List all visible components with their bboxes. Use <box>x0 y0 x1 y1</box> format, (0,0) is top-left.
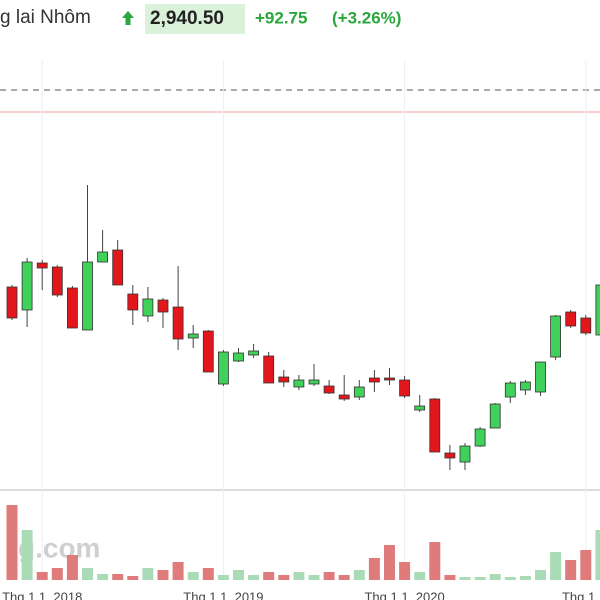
candle-body <box>323 385 335 394</box>
volume-bar <box>217 575 229 580</box>
instrument-name: g lai Nhôm <box>0 7 91 28</box>
marks: Thg 1 1, 2018 Thg 1 1, 2019 Thg 1 1, 2020 T… <box>2 185 600 600</box>
candle-body <box>157 299 169 313</box>
volume-bar <box>474 577 486 580</box>
volume-bar <box>112 574 124 580</box>
volume-bar <box>384 545 395 580</box>
candle-body <box>338 394 350 400</box>
candle-body <box>444 452 456 459</box>
candle-body <box>550 315 561 358</box>
volume-bar <box>459 577 471 580</box>
candle-body <box>414 405 426 411</box>
candle-body <box>202 330 214 373</box>
volume-bar <box>519 576 531 580</box>
volume-bar <box>353 570 365 580</box>
volume-bar <box>565 560 577 580</box>
volume-bar <box>535 570 546 580</box>
candle-body <box>399 379 411 397</box>
volume-bar <box>97 574 109 580</box>
volume-bar <box>368 558 380 580</box>
candle-body <box>21 261 33 311</box>
volume-bar <box>21 530 33 580</box>
candle-body <box>36 262 48 269</box>
volume-bar <box>172 562 184 580</box>
candle-body <box>263 355 275 384</box>
candle-body <box>308 379 320 385</box>
volume-bar <box>595 530 600 580</box>
candle-body <box>384 377 395 381</box>
volume-bar <box>293 572 305 580</box>
price-box <box>145 4 245 34</box>
candle-body <box>6 286 18 319</box>
volume-bar <box>429 542 441 580</box>
candle-body <box>489 403 501 429</box>
volume-bar <box>338 575 350 580</box>
volume-bar <box>278 575 290 580</box>
volume-bar <box>6 505 18 580</box>
volume-bar <box>202 568 214 580</box>
candle-body <box>278 376 290 383</box>
candle-body <box>67 287 78 329</box>
change: +92.75 <box>255 8 307 27</box>
volume-bar <box>187 572 199 580</box>
volume-bar <box>489 574 501 580</box>
up-arrow <box>122 11 134 25</box>
volume-bar <box>323 572 335 580</box>
x-tick-label: Thg 1 1, 2019 <box>183 589 263 600</box>
candle-body <box>142 298 154 317</box>
candle-body <box>535 361 546 393</box>
volume-bar <box>504 577 516 580</box>
volume-bar <box>82 568 93 580</box>
x-tick-label: Thg 1 1, 2018 <box>2 589 82 600</box>
candle-body <box>82 261 93 331</box>
candle-body <box>353 386 365 398</box>
volume-bar <box>157 570 169 580</box>
candle-body <box>504 382 516 398</box>
candle-body <box>368 377 380 383</box>
volume-bar <box>308 575 320 580</box>
volume-bar <box>580 550 592 580</box>
volume-bar <box>263 572 275 580</box>
candle-body <box>520 381 531 391</box>
candle-body <box>127 293 139 311</box>
volume-bar <box>142 568 154 580</box>
volume-bar <box>550 552 562 580</box>
volume-bar <box>248 575 260 580</box>
volume-bar <box>66 555 78 580</box>
volume-bar <box>36 572 48 580</box>
x-tick-label: Thg 1 1, <box>562 589 600 600</box>
volume-bar <box>233 570 244 580</box>
volume-bar <box>414 572 426 580</box>
volume-bar <box>127 576 139 580</box>
candle-body <box>112 249 124 286</box>
candle-body <box>459 445 471 463</box>
candle-body <box>97 251 108 263</box>
candle-body <box>217 351 229 385</box>
candle-body <box>580 317 592 334</box>
candle-body <box>233 352 244 362</box>
candle-body <box>595 284 600 336</box>
volume-bar <box>51 568 63 580</box>
candle-body <box>474 428 486 447</box>
x-tick-label: Thg 1 1, 2020 <box>364 589 444 600</box>
candle-body <box>429 398 441 453</box>
candle-body <box>248 350 260 356</box>
candle-body <box>187 333 199 339</box>
change-percent: (+3.26%) <box>332 8 401 27</box>
candle-body <box>293 379 305 388</box>
candle-body <box>172 306 184 340</box>
candle-body <box>51 266 63 296</box>
price: 2,940.50 <box>150 8 224 29</box>
candle-body <box>565 311 577 327</box>
volume-bar <box>444 575 456 580</box>
volume-bar <box>399 562 411 580</box>
